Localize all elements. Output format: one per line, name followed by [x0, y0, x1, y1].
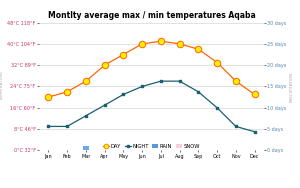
Point	[177, 80, 182, 83]
Point	[233, 80, 238, 83]
Point	[102, 64, 107, 67]
Legend: DAY, NIGHT, RAIN, SNOW: DAY, NIGHT, RAIN, SNOW	[103, 144, 200, 149]
Point	[252, 93, 257, 96]
Point	[83, 114, 88, 117]
Point	[65, 90, 70, 93]
Y-axis label: TEMPERATURE: TEMPERATURE	[1, 71, 4, 102]
Point	[196, 48, 201, 51]
Point	[102, 104, 107, 107]
Point	[196, 90, 201, 93]
Point	[65, 125, 70, 128]
Point	[46, 125, 51, 128]
Point	[252, 130, 257, 133]
Point	[215, 61, 220, 64]
Point	[121, 93, 126, 96]
Title: Montlty average max / min temperatures Aqaba: Montlty average max / min temperatures A…	[48, 11, 255, 20]
Y-axis label: PRECIPITATION: PRECIPITATION	[290, 71, 293, 102]
Point	[83, 80, 88, 83]
Point	[121, 53, 126, 56]
Bar	[82, 146, 89, 150]
Point	[158, 40, 163, 43]
Point	[177, 42, 182, 45]
Point	[140, 42, 145, 45]
Point	[215, 106, 220, 109]
Point	[140, 85, 145, 88]
Point	[233, 125, 238, 128]
Point	[46, 96, 51, 99]
Point	[158, 80, 163, 83]
